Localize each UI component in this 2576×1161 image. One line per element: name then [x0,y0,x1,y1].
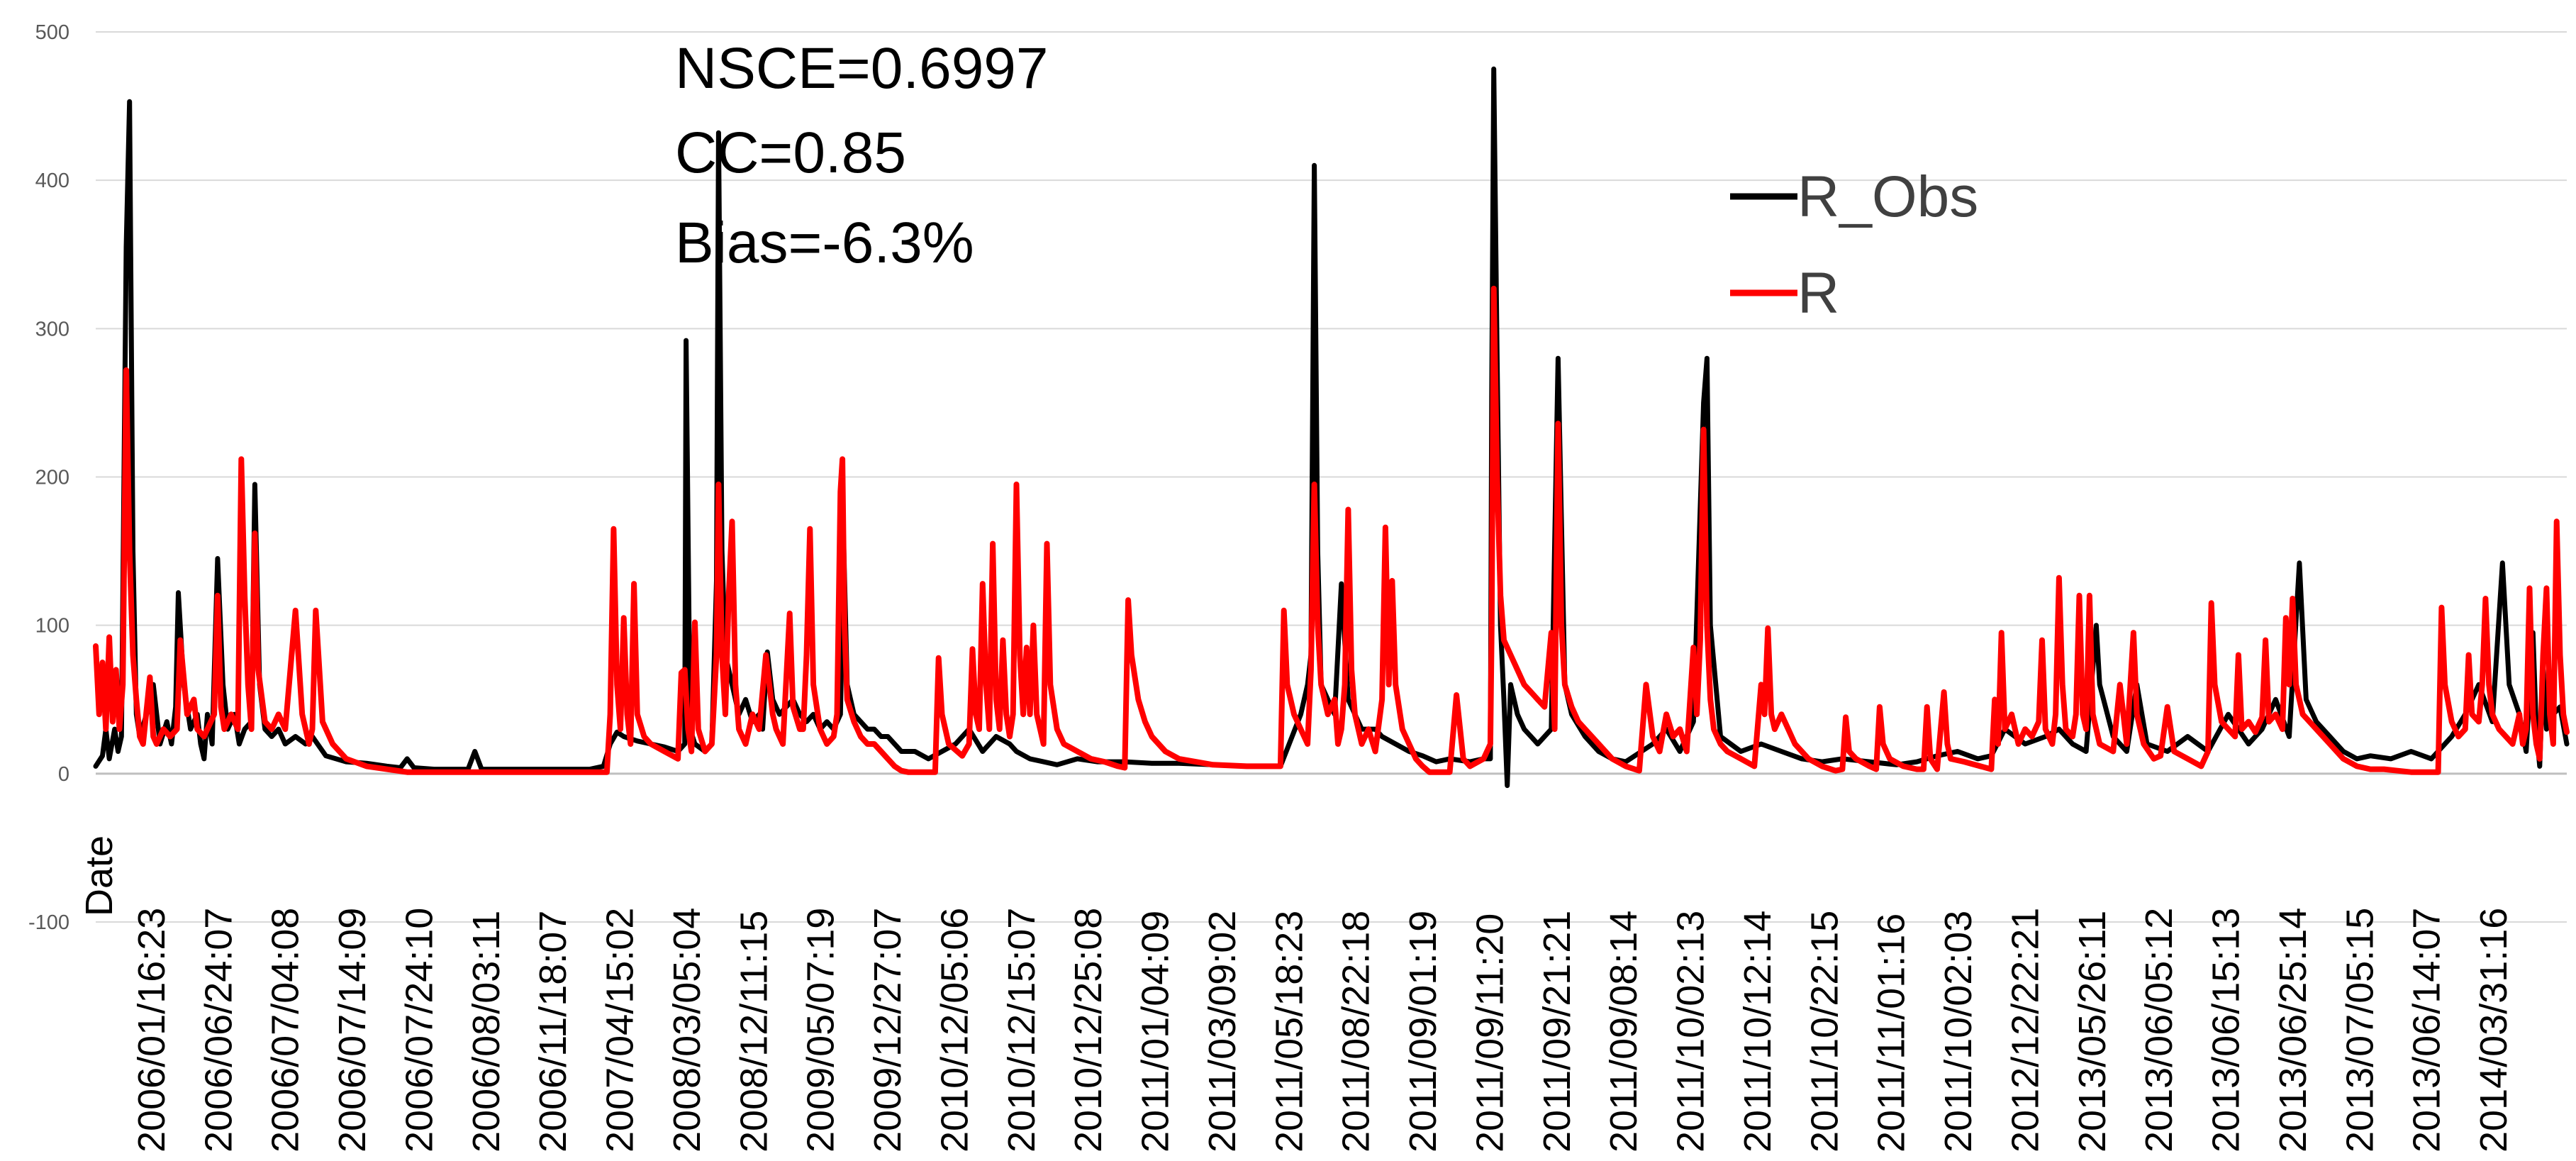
x-tick-label: 2011/01/04:09 [1134,911,1177,1152]
x-tick-label: 2011/09/21:21 [1536,911,1578,1152]
x-tick-label: 2006/11/18:07 [532,911,574,1152]
y-tick-label: 0 [58,763,69,786]
x-tick-label: 2006/01/16:23 [130,908,173,1152]
x-tick-label: 2011/09/01:19 [1402,911,1444,1152]
series-line-r-obs [93,66,2570,789]
y-axis-ticks: -100 0 100 200 300 400 500 [28,21,69,934]
x-tick-label: 2011/03/09:02 [1201,911,1244,1152]
x-tick-label: 2006/07/04:08 [264,908,307,1152]
legend: R_Obs R [1730,165,1978,326]
x-tick-label: 2011/10/02:03 [1937,911,1980,1152]
x-tick-label: 2013/06/25:14 [2272,908,2314,1152]
y-tick-label: 200 [35,467,69,489]
y-tick-label: 300 [35,318,69,340]
y-tick-label: 400 [35,170,69,192]
x-tick-label: 2006/07/14:09 [331,908,374,1152]
x-tick-label: 2013/06/14:07 [2406,908,2448,1152]
x-tick-label: 2007/04/15:02 [599,908,642,1152]
x-tick-label: 2006/08/03:11 [465,911,508,1152]
y-tick-label: 100 [35,615,69,638]
gridlines [96,31,2567,923]
x-tick-label: 2014/03/31:16 [2472,908,2515,1152]
x-tick-label: 2011/09/08:14 [1602,911,1645,1152]
x-tick-label: 2012/12/22:21 [2004,908,2046,1152]
x-tick-label: 2011/10/12:14 [1736,911,1779,1152]
x-tick-label: 2011/09/11:20 [1468,913,1511,1152]
x-tick-label: 2011/10/02:13 [1670,911,1712,1152]
x-tick-label: 2011/08/22:18 [1335,911,1378,1152]
x-tick-label: 2013/06/05:12 [2138,908,2180,1152]
x-tick-label: 2006/06/24:07 [197,908,240,1152]
x-tick-label: 2008/12/11:15 [732,911,775,1152]
stat-nsce: NSCE=0.6997 [675,36,1049,101]
x-tick-label: 2010/12/15:07 [1000,908,1043,1152]
x-tick-label: 2008/03/05:04 [666,908,708,1152]
x-tick-label: 2013/06/15:13 [2205,908,2248,1152]
legend-label-r: R [1797,261,1839,326]
x-tick-label: 2013/07/05:15 [2338,908,2381,1152]
stat-cc: CC=0.85 [675,121,906,185]
x-tick-label: 2010/12/05:06 [934,908,976,1152]
stat-bias: Bias=-6.3% [675,211,974,275]
x-tick-label: 2011/11/01:16 [1870,913,1913,1152]
x-tick-label: 2011/10/22:15 [1803,911,1846,1152]
x-axis-title: Date [78,835,121,916]
legend-label-r-obs: R_Obs [1797,165,1978,229]
x-tick-label: 2006/07/24:10 [398,908,441,1152]
series-line-r [93,285,2570,775]
x-tick-label: 2011/05/18:23 [1268,911,1310,1152]
x-tick-label: 2013/05/26:11 [2071,911,2114,1152]
y-tick-label: -100 [28,911,69,934]
series-lines [93,66,2570,789]
x-tick-label: 2009/05/07:19 [800,908,842,1152]
x-tick-label: 2009/12/27:07 [866,908,909,1152]
y-tick-label: 500 [35,21,69,44]
x-tick-label: 2010/12/25:08 [1067,908,1110,1152]
stats-annotation: NSCE=0.6997 CC=0.85 Bias=-6.3% [675,36,1049,275]
x-axis-ticks: 2006/01/16:23 2006/06/24:07 2006/07/04:08 2… [130,908,2515,1152]
